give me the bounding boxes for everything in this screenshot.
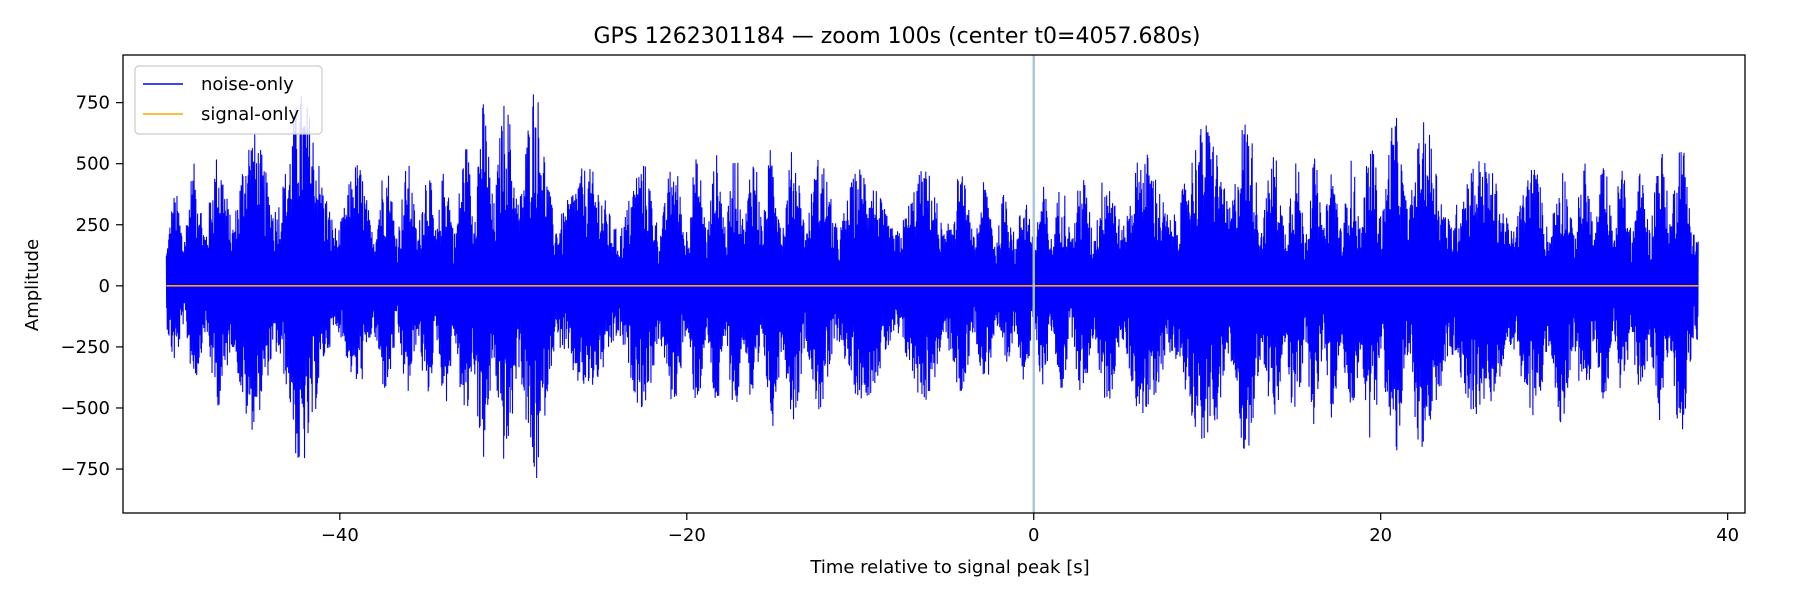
x-axis-label: Time relative to signal peak [s] — [809, 557, 1089, 578]
x-tick-label: −20 — [668, 525, 706, 546]
legend: noise-only signal-only — [134, 65, 323, 135]
x-tick-label: 0 — [1028, 525, 1039, 546]
legend-box — [134, 65, 323, 135]
plot-area — [165, 55, 1699, 513]
series-line-noise-only — [165, 94, 1699, 478]
legend-label-signal-only: signal-only — [201, 104, 299, 125]
x-tick-label: 20 — [1369, 525, 1392, 546]
y-tick-label: 500 — [76, 154, 110, 175]
axes-frame — [122, 54, 1746, 514]
chart-title: GPS 1262301184 — zoom 100s (center t0=40… — [594, 24, 1201, 49]
legend-label-noise-only: noise-only — [201, 74, 294, 95]
y-tick-label: 750 — [76, 93, 110, 114]
series-noise-only — [165, 94, 1699, 478]
y-tick-label: −500 — [61, 398, 110, 419]
y-tick-label: 250 — [76, 215, 110, 236]
y-axis: 750 500 250 0 −250 −500 −750 — [61, 93, 123, 480]
y-tick-label: 0 — [99, 276, 110, 297]
x-axis: −40 −20 0 20 40 — [321, 513, 1739, 546]
x-tick-label: 40 — [1716, 525, 1739, 546]
y-tick-label: −750 — [61, 459, 110, 480]
y-axis-label: Amplitude — [22, 239, 43, 331]
y-tick-label: −250 — [61, 337, 110, 358]
x-tick-label: −40 — [321, 525, 359, 546]
